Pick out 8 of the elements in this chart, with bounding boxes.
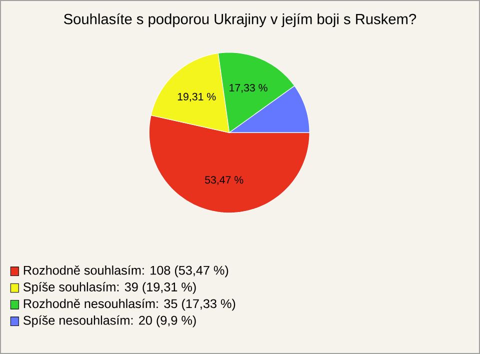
legend-label: Rozhodně nesouhlasím: 35 (17,33 %) [24, 298, 236, 311]
chart-title: Souhlasíte s podporou Ukrajiny v jejím boji s Ruskem? [64, 13, 416, 28]
data-label: 19,31 % [178, 92, 216, 102]
legend-label: Rozhodně souhlasím: 108 (53,47 %) [24, 265, 228, 278]
data-label: 17,33 % [230, 84, 268, 93]
legend-label: Spíše nesouhlasím: 20 (9,9 %) [23, 315, 196, 328]
legend-label: Spíše souhlasím: 39 (19,31 %) [23, 282, 196, 294]
data-label: 53,47 % [205, 176, 244, 185]
